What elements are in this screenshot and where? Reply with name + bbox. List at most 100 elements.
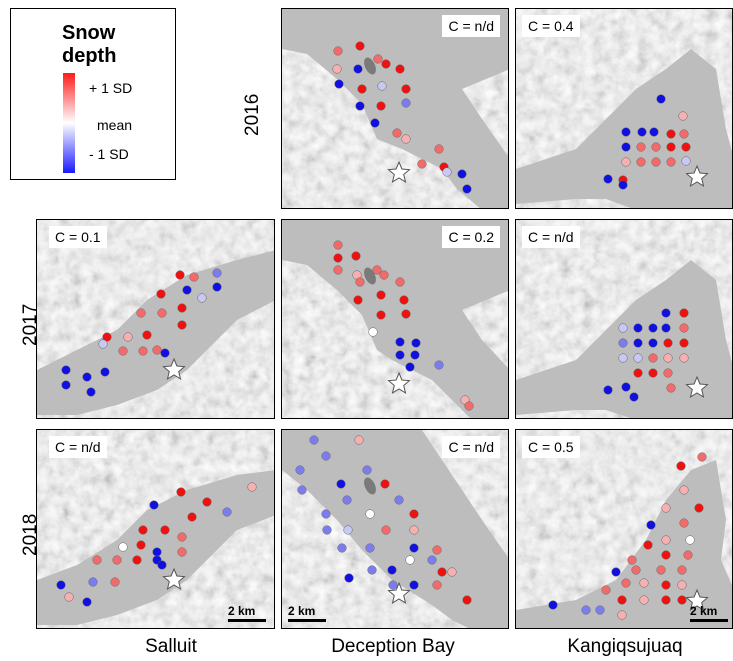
sample-point bbox=[152, 345, 162, 355]
sample-point bbox=[648, 353, 658, 363]
sample-point bbox=[648, 368, 658, 378]
sample-point bbox=[636, 157, 646, 167]
sample-point bbox=[639, 595, 649, 605]
sample-point bbox=[136, 308, 146, 318]
sample-point bbox=[394, 495, 404, 505]
sample-point bbox=[61, 365, 71, 375]
fjord-water bbox=[37, 250, 274, 415]
sample-point bbox=[410, 350, 420, 360]
sample-point bbox=[380, 479, 390, 489]
legend-low-label: - 1 SD bbox=[89, 146, 129, 162]
correlation-value: C = n/d bbox=[49, 436, 107, 458]
sample-point bbox=[123, 332, 133, 342]
star-icon bbox=[685, 588, 709, 611]
sample-point bbox=[399, 295, 409, 305]
sample-point bbox=[621, 127, 631, 137]
sample-point bbox=[417, 159, 427, 169]
sample-point bbox=[617, 595, 627, 605]
correlation-value: C = n/d bbox=[442, 15, 500, 37]
sample-point bbox=[333, 240, 343, 250]
sample-point bbox=[177, 303, 187, 313]
sample-point bbox=[157, 308, 167, 318]
legend-colorbar bbox=[63, 73, 75, 173]
map-canvas bbox=[37, 220, 274, 418]
sample-point bbox=[365, 509, 375, 519]
sample-point bbox=[372, 265, 382, 275]
scale-bar-line bbox=[690, 619, 728, 622]
scale-bar-line bbox=[288, 619, 326, 622]
sample-point bbox=[409, 580, 419, 590]
sample-point bbox=[381, 59, 391, 69]
sample-point bbox=[373, 54, 383, 64]
map-canvas bbox=[516, 9, 732, 208]
sample-point bbox=[297, 485, 307, 495]
star-icon bbox=[685, 164, 709, 187]
sample-point bbox=[376, 310, 386, 320]
sample-point bbox=[247, 482, 257, 492]
sample-point bbox=[629, 392, 639, 402]
sample-point bbox=[368, 327, 378, 337]
sample-point bbox=[156, 289, 166, 299]
sample-point bbox=[88, 577, 98, 587]
sample-point bbox=[333, 265, 343, 275]
sample-point bbox=[601, 585, 611, 595]
sample-point bbox=[365, 543, 375, 553]
correlation-value: C = n/d bbox=[442, 436, 500, 458]
sample-point bbox=[678, 111, 688, 121]
sample-point bbox=[427, 555, 437, 565]
sample-point bbox=[176, 487, 186, 497]
sample-point bbox=[447, 567, 457, 577]
sample-point bbox=[336, 479, 346, 489]
sample-point bbox=[633, 323, 643, 333]
sample-point bbox=[697, 452, 707, 462]
sample-point bbox=[189, 272, 199, 282]
sample-point bbox=[432, 580, 442, 590]
sample-point bbox=[581, 605, 591, 615]
sample-point bbox=[409, 543, 419, 553]
sample-point bbox=[462, 184, 472, 194]
sample-point bbox=[332, 64, 342, 74]
star-icon bbox=[162, 357, 186, 380]
sample-point bbox=[182, 285, 192, 295]
sample-point bbox=[677, 580, 687, 590]
sample-point bbox=[355, 101, 365, 111]
sample-point bbox=[202, 497, 212, 507]
sample-point bbox=[405, 555, 415, 565]
sample-point bbox=[442, 167, 452, 177]
correlation-value: C = n/d bbox=[522, 226, 580, 248]
sample-point bbox=[677, 595, 687, 605]
sample-point bbox=[411, 338, 421, 348]
sample-point bbox=[222, 507, 232, 517]
fjord-water bbox=[37, 470, 274, 625]
sample-point bbox=[661, 308, 671, 318]
sample-point bbox=[351, 251, 361, 261]
sample-point bbox=[337, 543, 347, 553]
sample-point bbox=[648, 338, 658, 348]
sample-point bbox=[367, 565, 377, 575]
sample-point bbox=[86, 387, 96, 397]
sample-point bbox=[343, 525, 353, 535]
sample-point bbox=[661, 535, 671, 545]
sample-point bbox=[683, 550, 693, 560]
sample-point bbox=[666, 142, 676, 152]
fjord-water bbox=[282, 9, 508, 208]
sample-point bbox=[321, 451, 331, 461]
sample-point bbox=[679, 353, 689, 363]
sample-point bbox=[409, 509, 419, 519]
legend-high-label: + 1 SD bbox=[89, 80, 133, 96]
sample-point bbox=[676, 461, 686, 471]
sample-point bbox=[633, 353, 643, 363]
sample-point bbox=[661, 550, 671, 560]
star-icon bbox=[162, 567, 186, 590]
island bbox=[364, 57, 376, 75]
sample-point bbox=[395, 350, 405, 360]
star-icon bbox=[387, 581, 411, 604]
sample-point bbox=[617, 610, 627, 620]
sample-point bbox=[437, 567, 447, 577]
sample-point bbox=[663, 353, 673, 363]
sample-point bbox=[175, 270, 185, 280]
sample-point bbox=[322, 525, 332, 535]
sample-point bbox=[136, 540, 146, 550]
sample-point bbox=[636, 142, 646, 152]
map-panel-salluit-2018: C = n/d 2 km bbox=[36, 429, 275, 629]
